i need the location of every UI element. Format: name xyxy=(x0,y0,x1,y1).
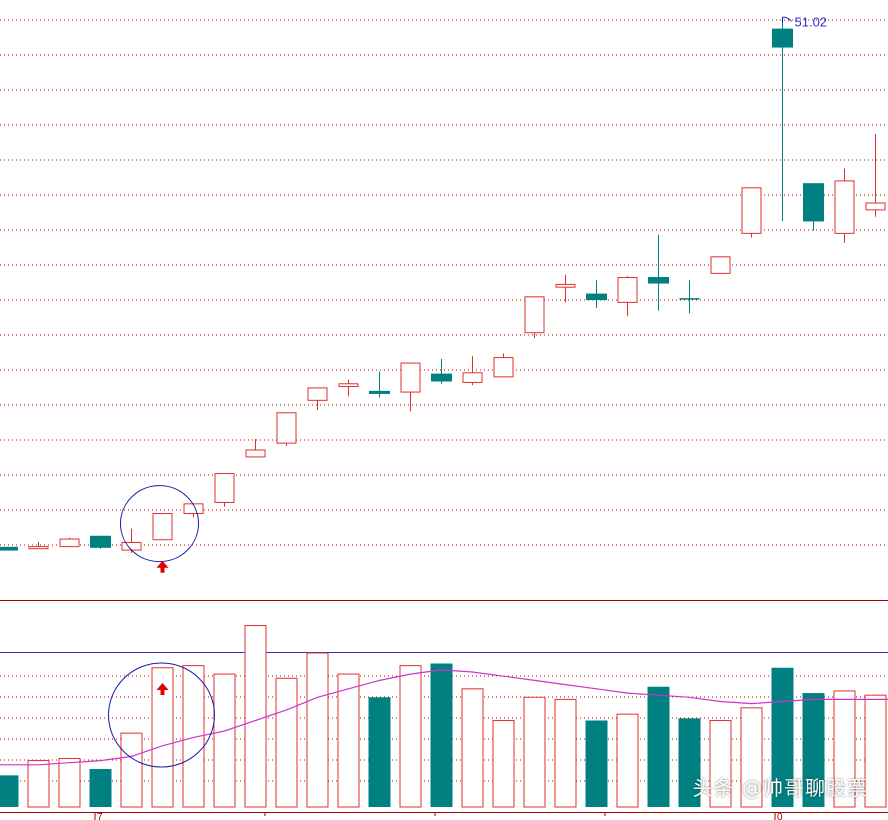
volume-bar xyxy=(213,673,236,808)
volume-bar xyxy=(523,696,546,808)
volume-bar xyxy=(151,667,174,808)
candle-body-down xyxy=(90,535,111,548)
candle-body-up xyxy=(121,541,142,551)
volume-bar xyxy=(833,690,856,808)
candle-body-up xyxy=(59,538,80,548)
candle-body-down xyxy=(648,277,669,284)
candle-body-down xyxy=(803,183,824,222)
candle-body-down xyxy=(0,546,18,551)
volume-bar xyxy=(461,688,484,808)
volume-bar xyxy=(430,663,453,807)
volume-bar xyxy=(27,760,50,808)
volume-bar xyxy=(275,677,298,808)
candle-body-up xyxy=(214,472,235,503)
candle-body-up xyxy=(710,256,731,274)
volume-bar xyxy=(554,698,577,808)
candle-body-up xyxy=(152,513,173,541)
peak-price-label: 51.02 xyxy=(795,14,828,29)
up-arrow-icon xyxy=(156,683,169,695)
peak-marker xyxy=(782,16,792,24)
up-arrow-icon xyxy=(156,560,169,573)
highlight-circle xyxy=(108,662,215,768)
volume-bar xyxy=(585,720,608,807)
volume-bar xyxy=(0,775,19,807)
candle-body-up xyxy=(338,383,359,388)
candle-body-up xyxy=(400,362,421,393)
candle-body-up xyxy=(865,202,886,211)
volume-bar xyxy=(306,652,329,808)
volume-bar xyxy=(58,757,81,808)
volume-bar xyxy=(740,707,763,808)
highlight-circle xyxy=(120,485,199,563)
candle-body-up xyxy=(462,372,483,383)
volume-bar xyxy=(368,697,391,807)
volume-bar xyxy=(492,719,515,808)
volume-bar xyxy=(244,625,267,808)
candle-body-down xyxy=(586,293,607,301)
candle-body-down xyxy=(431,373,452,382)
candle-body-down xyxy=(369,390,390,394)
candle-body-up xyxy=(834,180,855,234)
candle-body-up xyxy=(276,412,297,444)
volume-bar xyxy=(337,673,360,808)
volume-bar xyxy=(399,665,422,808)
volume-bar xyxy=(864,694,887,808)
volume-ma-line xyxy=(0,669,888,766)
watermark-text: 头条 @帅哥聊股票 xyxy=(692,776,868,800)
candle-body-up xyxy=(28,546,49,550)
volume-bar xyxy=(771,667,794,807)
volume-bar xyxy=(709,719,732,808)
volume-bar xyxy=(647,686,670,807)
candle-body-up xyxy=(555,283,576,288)
volume-bar xyxy=(678,718,701,807)
candle-body-up xyxy=(617,277,638,303)
candle-body-down xyxy=(772,28,793,48)
candle-body-up xyxy=(524,296,545,334)
volume-bar xyxy=(120,732,143,808)
volume-bar xyxy=(182,665,205,808)
candle-body-up xyxy=(307,387,328,401)
candle-body-up xyxy=(493,357,514,378)
candle-body-up xyxy=(245,449,266,458)
x-tick-label: 0 xyxy=(777,812,783,820)
volume-bar xyxy=(802,693,825,807)
volume-bar xyxy=(89,769,112,807)
volume-bar xyxy=(616,713,639,808)
x-tick-label: 7 xyxy=(97,812,103,820)
candle-body-up xyxy=(741,187,762,234)
